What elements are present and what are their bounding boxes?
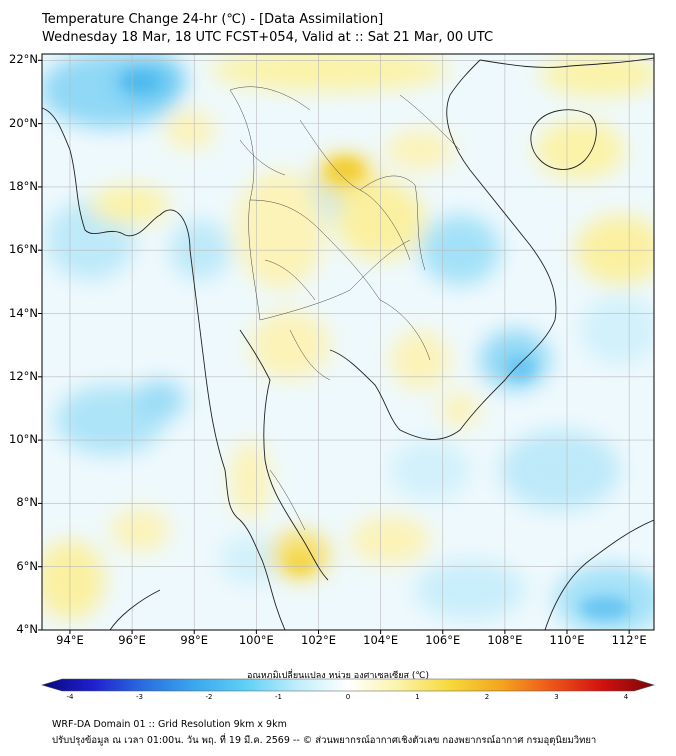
lat-label: 6°N (16, 558, 38, 573)
colorbar-tick-label: 2 (484, 693, 490, 701)
colorbar-title: อุณหภูมิเปลี่ยนแปลง หน่วย องศาเซลเซียส (… (246, 671, 430, 681)
lon-label: 108°E (487, 633, 523, 647)
temperature-field (42, 54, 654, 630)
temperature-change-map (38, 53, 655, 634)
map-frame (41, 53, 655, 631)
footer-model-info: WRF-DA Domain 01 :: Grid Resolution 9km … (52, 719, 287, 730)
lat-label: 8°N (16, 495, 38, 510)
lon-label: 110°E (549, 633, 585, 647)
lat-label: 16°N (9, 242, 38, 257)
lat-label: 18°N (9, 178, 38, 193)
lon-label: 106°E (425, 633, 461, 647)
lon-label: 104°E (363, 633, 399, 647)
lat-label: 12°N (9, 368, 38, 383)
colorbar-tick-label: 3 (554, 693, 559, 701)
colorbar (40, 678, 656, 692)
colorbar-tick-label: -4 (66, 693, 74, 701)
lon-label: 100°E (238, 633, 274, 647)
map-subtitle: Wednesday 18 Mar, 18 UTC FCST+054, Valid… (42, 30, 494, 45)
province-borders (229, 86, 461, 531)
colorbar-tick-label: 0 (345, 693, 351, 701)
lon-label: 102°E (301, 633, 336, 647)
axis-ticks (38, 59, 630, 634)
lat-label: 4°N (16, 622, 38, 636)
colorbar-tick-label: 4 (623, 693, 629, 701)
map-title: Temperature Change 24-hr (℃) - [Data Ass… (42, 12, 384, 27)
colorbar-scale (40, 678, 656, 692)
colorbar-tick-label: 1 (415, 693, 420, 701)
lon-label: 96°E (118, 633, 146, 647)
coastlines (42, 57, 654, 630)
colorbar-tick-label: -1 (275, 693, 282, 701)
footer-credit: ปรับปรุงข้อมูล ณ เวลา 01:00น. วัน พฤ. ที… (52, 735, 597, 746)
graticule (42, 54, 654, 630)
colorbar-tick-label: -2 (205, 693, 213, 701)
lat-label: 22°N (9, 52, 38, 67)
lon-label: 112°E (611, 633, 647, 647)
lat-label: 14°N (9, 305, 38, 320)
lat-label: 20°N (9, 115, 38, 130)
lon-label: 98°E (180, 633, 209, 647)
lat-label: 10°N (9, 432, 38, 447)
lon-label: 94°E (56, 633, 84, 647)
colorbar-tick-label: -3 (136, 693, 143, 701)
